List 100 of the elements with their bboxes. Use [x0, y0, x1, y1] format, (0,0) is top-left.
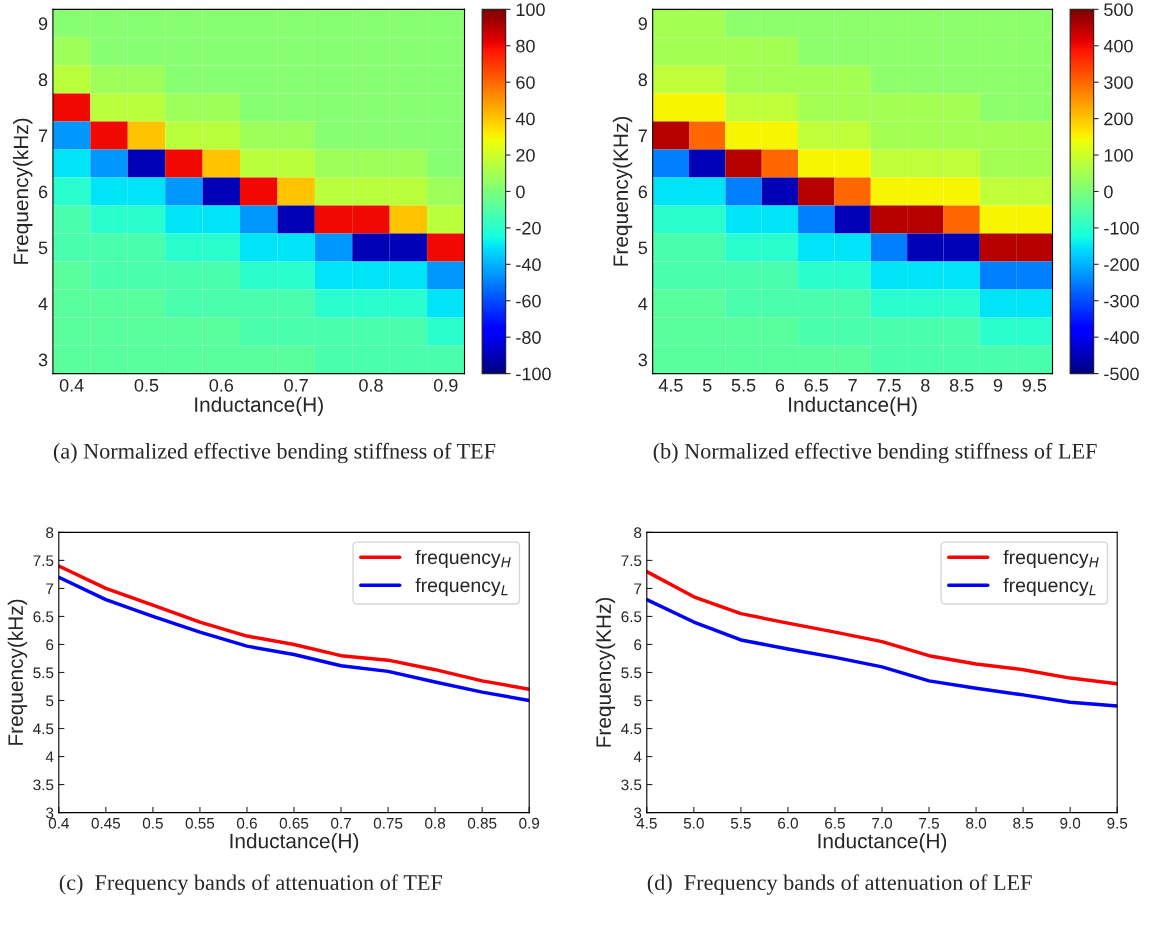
- x-axis-title: Inductance(H): [195, 396, 323, 417]
- x-tick-label: 5.5: [731, 379, 756, 392]
- x-axis-title: Inductance(H): [818, 833, 947, 853]
- x-tick-label: 8.5: [949, 378, 974, 392]
- color-bar-label: -20: [516, 221, 541, 235]
- x-tick-label: 0.6: [209, 378, 234, 392]
- color-bar-label: 20: [516, 148, 535, 162]
- x-tick-label: 0.7: [284, 378, 308, 392]
- y-tick-label: 5: [638, 241, 648, 255]
- color-bar-label: -60: [516, 294, 541, 308]
- color-bar-label: 100: [1104, 148, 1133, 162]
- y-tick-label: 5: [38, 241, 48, 255]
- y-tick-label: 9: [38, 17, 48, 31]
- x-tick-label: 8.0: [966, 817, 987, 829]
- x-tick-label: 0.5: [134, 378, 159, 392]
- y-axis-title: Frequency(KHz): [612, 116, 633, 266]
- y-tick-label: 7: [634, 583, 642, 594]
- legend-label: frequency$_{H}$: [1003, 549, 1099, 568]
- y-tick-label: 7: [46, 583, 54, 594]
- x-tick-label: 9.0: [1060, 817, 1081, 829]
- y-tick-label: 7.5: [621, 555, 642, 567]
- color-bar-label: -80: [516, 331, 541, 344]
- line-series: [58, 575, 530, 703]
- y-tick-label: 4: [38, 297, 48, 311]
- x-tick-label: 0.45: [91, 817, 121, 829]
- x-axis-title: Inductance(H): [230, 833, 359, 853]
- y-tick-label: 8: [634, 527, 642, 539]
- x-tick-label: 6.5: [804, 378, 829, 392]
- x-tick-label: 0.75: [373, 817, 403, 829]
- y-tick-label: 9: [638, 17, 647, 31]
- y-tick-label: 4: [45, 751, 54, 763]
- y-tick-label: 3: [634, 807, 642, 819]
- color-bar-label: -40: [516, 258, 541, 272]
- y-tick-label: 3: [46, 807, 54, 819]
- text: (d) Frequency bands of attenuation of LEF: [647, 874, 1032, 895]
- y-tick-label: 8: [46, 527, 54, 539]
- x-tick-label: 7.0: [872, 817, 893, 829]
- y-tick-label: 4: [633, 751, 642, 763]
- y-tick-label: 7: [38, 129, 48, 142]
- x-tick-label: 6: [775, 378, 785, 392]
- x-axis-title: Inductance(H): [789, 396, 917, 417]
- text: (a) Normalized effective bending stiffness of TEF: [53, 442, 496, 464]
- text: (c) Frequency bands of attenuation of TEF: [59, 874, 443, 895]
- x-tick-label: 7.5: [919, 818, 940, 829]
- color-bar-label: -100: [516, 367, 551, 381]
- x-tick-label: 4.5: [658, 379, 683, 392]
- x-tick-label: 6.0: [778, 817, 798, 829]
- x-tick-label: 9: [993, 378, 1003, 392]
- x-tick-label: 9.5: [1107, 817, 1128, 829]
- x-tick-label: 7: [848, 379, 857, 392]
- color-bar-label: 500: [1104, 3, 1133, 17]
- y-axis-title: Frequency(kHz): [7, 599, 28, 745]
- x-tick-label: 5: [702, 379, 712, 392]
- legend-label: frequency$_{H}$: [415, 549, 511, 568]
- y-tick-label: 3: [638, 353, 648, 367]
- y-tick-label: 6: [38, 185, 48, 199]
- y-axis-title: Frequency(kHz): [13, 118, 33, 264]
- y-tick-label: 6: [634, 639, 642, 651]
- x-tick-label: 0.65: [279, 817, 309, 829]
- y-tick-label: 4: [638, 297, 648, 311]
- legend-label: frequency$_{L}$: [1003, 577, 1096, 596]
- x-tick-label: 6.5: [825, 817, 845, 829]
- y-tick-label: 5.5: [621, 667, 642, 679]
- color-bar-label: 300: [1104, 76, 1133, 89]
- y-tick-label: 6: [638, 185, 648, 199]
- y-tick-label: 7.5: [33, 555, 54, 567]
- x-tick-label: 5.5: [730, 818, 751, 829]
- x-tick-label: 0.4: [59, 378, 84, 392]
- x-tick-label: 0.4: [48, 817, 69, 829]
- color-bar-label: 40: [515, 112, 535, 126]
- y-tick-label: 8: [638, 73, 648, 87]
- color-bar-label: -400: [1104, 331, 1139, 344]
- y-axis-title: Frequency(KHz): [595, 597, 616, 747]
- x-tick-label: 8.5: [1013, 817, 1034, 829]
- x-tick-label: 0.9: [519, 817, 540, 829]
- color-bar-label: 0: [1104, 185, 1113, 199]
- x-tick-label: 0.85: [467, 817, 497, 829]
- x-tick-label: 0.7: [331, 817, 351, 829]
- color-bar-label: 80: [516, 39, 535, 53]
- x-tick-label: 0.9: [433, 378, 458, 392]
- y-tick-label: 6.5: [33, 611, 54, 623]
- y-tick-label: 4.5: [621, 723, 642, 735]
- y-tick-label: 5.5: [33, 667, 54, 679]
- legend-label: frequency$_{L}$: [415, 577, 508, 596]
- color-bar-label: 60: [516, 76, 535, 89]
- y-tick-label: 7: [638, 129, 647, 142]
- x-tick-label: 8: [921, 378, 930, 392]
- x-tick-label: 0.8: [425, 817, 446, 829]
- color-bar-label: -300: [1104, 294, 1139, 308]
- line-series: [646, 597, 1118, 708]
- color-bar-label: 200: [1104, 112, 1133, 126]
- y-tick-label: 3.5: [621, 779, 642, 791]
- x-tick-label: 9.5: [1022, 378, 1047, 392]
- y-tick-label: 5: [46, 695, 54, 707]
- y-tick-label: 3.5: [33, 779, 54, 791]
- y-tick-label: 5: [634, 695, 642, 707]
- x-tick-label: 5.0: [683, 817, 704, 829]
- y-tick-label: 3: [38, 353, 48, 367]
- line-series: [646, 569, 1118, 686]
- text: (b) Normalized effective bending stiffness of LEF: [653, 442, 1097, 464]
